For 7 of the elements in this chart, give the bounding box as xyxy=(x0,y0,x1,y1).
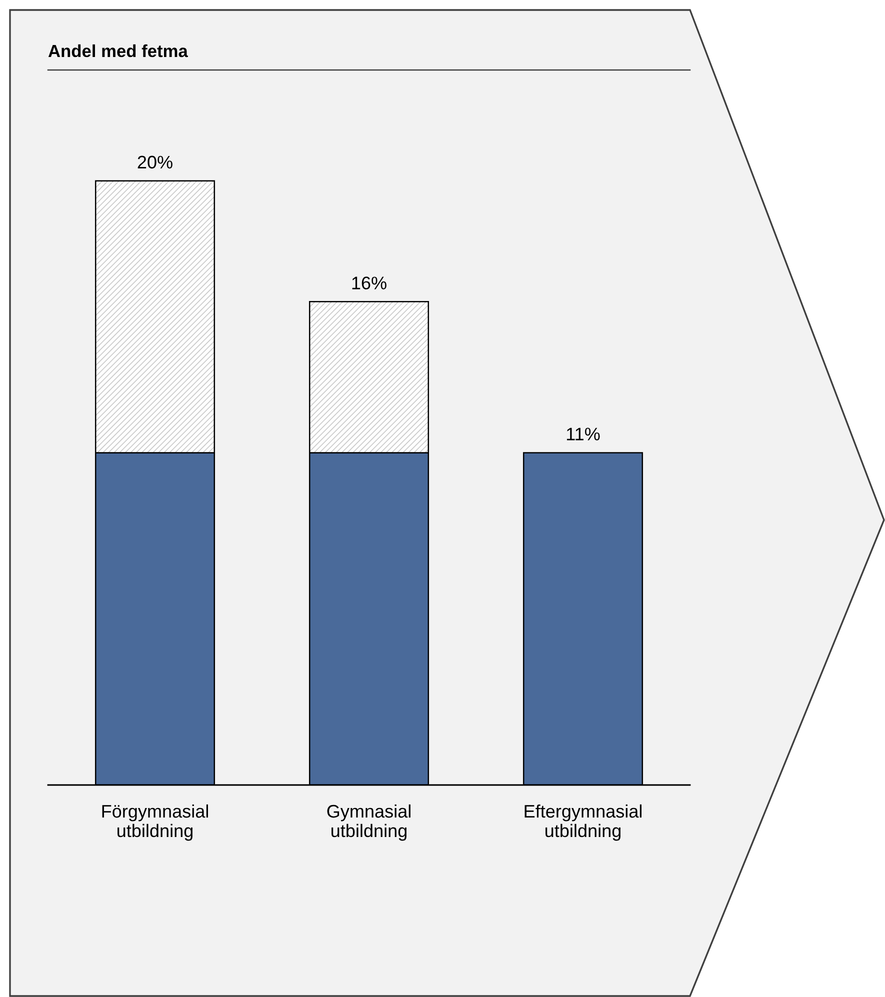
annotation: 20% xyxy=(138,156,172,169)
annotation: 11% xyxy=(566,428,600,440)
annotation: 16% xyxy=(352,276,386,290)
chart-title: Andel med fetma xyxy=(48,44,188,58)
x-tick-label: Eftergymnasial utbildning xyxy=(524,804,642,841)
x-tick-label: Gymnasial utbildning xyxy=(327,804,410,841)
x-tick-label: Förgymnasial utbildning xyxy=(102,804,208,841)
